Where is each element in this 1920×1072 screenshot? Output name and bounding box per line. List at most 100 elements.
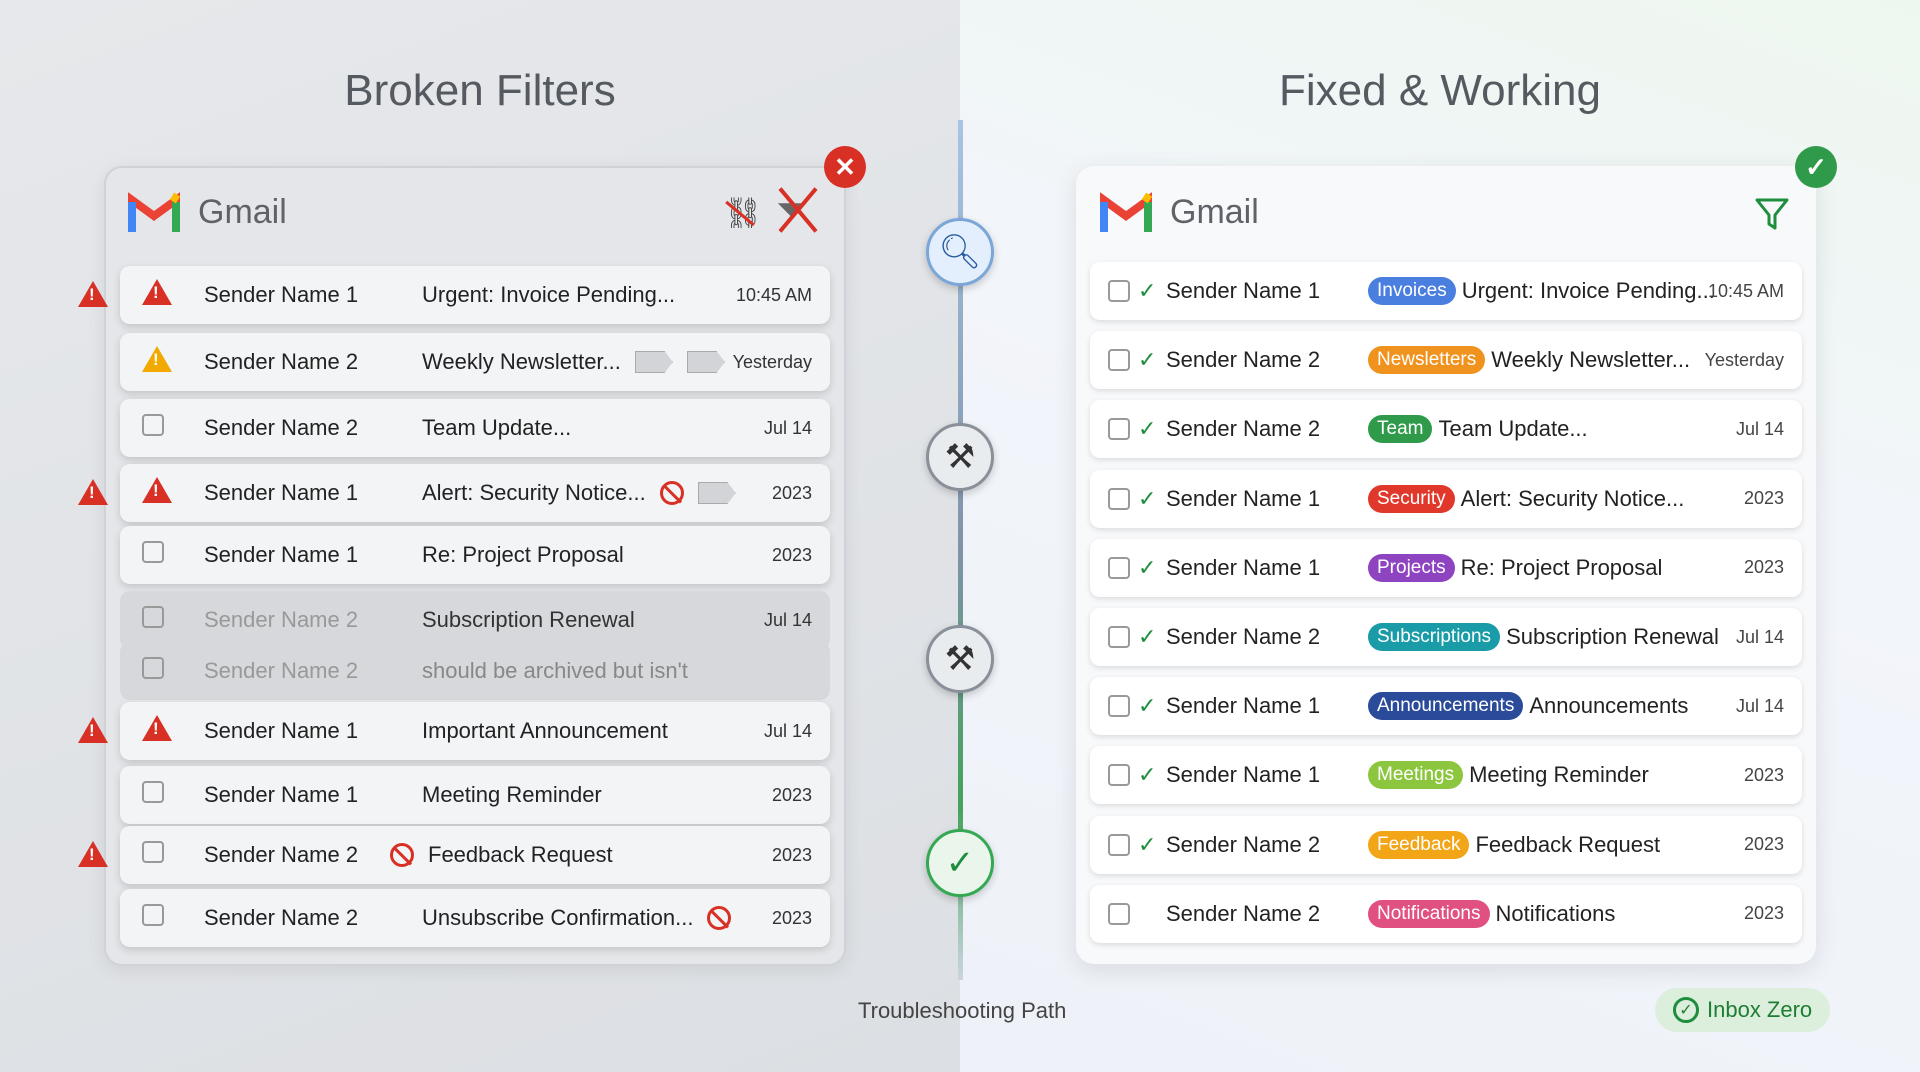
checkbox[interactable]: [1108, 487, 1130, 510]
email-row[interactable]: Sender Name 2 Subscription Renewal Jul 1…: [120, 591, 830, 649]
gmail-brand-right: Gmail: [1100, 192, 1259, 232]
label-chip[interactable]: Notifications: [1368, 899, 1490, 928]
email-row[interactable]: ✓ Sender Name 2 Newsletters Weekly Newsle…: [1090, 331, 1802, 390]
row-lead: [142, 715, 172, 747]
sender: Sender Name 2: [204, 905, 359, 930]
broken-title: Broken Filters: [344, 66, 616, 115]
label-chip[interactable]: Team: [1368, 415, 1433, 444]
sender: Sender Name 2: [204, 607, 359, 632]
search-step-icon[interactable]: 🔍︎: [926, 218, 994, 286]
checkbox[interactable]: [142, 414, 164, 436]
subject: Meeting Reminder: [1469, 762, 1649, 788]
subject: Unsubscribe Confirmation...: [422, 905, 694, 930]
email-row[interactable]: Sender Name 2 Weekly Newsletter... Yeste…: [120, 333, 830, 391]
brand-name: Gmail: [1170, 192, 1259, 231]
label-chip[interactable]: Announcements: [1368, 692, 1524, 721]
checkbox[interactable]: [1108, 833, 1130, 856]
email-row[interactable]: ✓ Sender Name 2 Feedback Feedback Request…: [1090, 815, 1802, 874]
checkbox[interactable]: [142, 657, 164, 679]
email-row[interactable]: ✓ Sender Name 2 Team Team Update... Jul 1…: [1090, 400, 1802, 459]
row-lead: [142, 904, 164, 932]
checkbox[interactable]: [1108, 280, 1130, 302]
checkbox[interactable]: [1108, 626, 1130, 648]
checkbox[interactable]: [1108, 556, 1130, 579]
email-row[interactable]: Sender Name 2 Unsubscribe Confirmation..…: [120, 889, 830, 947]
label-chip[interactable]: Projects: [1368, 553, 1455, 582]
date: 10:45 AM: [1707, 280, 1784, 301]
label-chip[interactable]: Meetings: [1368, 761, 1464, 790]
sender: Sender Name 2: [1166, 347, 1321, 373]
email-row[interactable]: Sender Name 1 Re: Project Proposal 2023: [120, 526, 830, 584]
email-row[interactable]: ✓ Sender Name 1 Announcements Announcemen…: [1090, 677, 1802, 736]
checkbox[interactable]: [1108, 418, 1130, 441]
date: Jul 14: [763, 609, 812, 630]
row-lead: [142, 657, 164, 685]
email-row[interactable]: ✓ Sender Name 2 Subscriptions Subscriptio…: [1090, 608, 1802, 666]
fixed-title: Fixed & Working: [1279, 66, 1601, 115]
checkbox[interactable]: [142, 781, 164, 803]
subject: Re: Project Proposal: [422, 542, 624, 567]
date: Jul 14: [763, 720, 812, 741]
checkbox[interactable]: [142, 541, 164, 563]
date: 2023: [1743, 764, 1784, 785]
email-row[interactable]: Sender Name 2 Team Update... Jul 14: [120, 399, 830, 457]
date: 2023: [1743, 557, 1784, 578]
sender: Sender Name 1: [1166, 762, 1321, 788]
sender: Sender Name 2: [1166, 624, 1321, 649]
path-label: Troubleshooting Path: [858, 998, 1067, 1023]
email-row[interactable]: Sender Name 2 Notifications Notifications…: [1090, 884, 1802, 943]
check-step-icon[interactable]: ✓: [926, 829, 994, 897]
email-row[interactable]: ✓ Sender Name 1 Meetings Meeting Reminder…: [1090, 746, 1802, 805]
side-warning-icon: [78, 281, 108, 307]
empty-label-icon: [697, 482, 736, 504]
label-chip[interactable]: Subscriptions: [1368, 623, 1501, 651]
subject: Feedback Request: [428, 842, 613, 867]
subject: Alert: Security Notice...: [422, 480, 646, 505]
checkbox[interactable]: [1108, 902, 1130, 925]
row-lead: [142, 279, 172, 311]
tools-step-icon[interactable]: ⚒: [926, 625, 994, 693]
broken-link-icon[interactable]: ⛓: [724, 196, 762, 231]
sender: Sender Name 2: [204, 349, 359, 374]
label-chip[interactable]: Invoices: [1368, 277, 1456, 305]
check-icon: ✓: [1138, 831, 1157, 857]
email-row[interactable]: ✓ Sender Name 1 Security Alert: Security …: [1090, 469, 1802, 528]
error-badge-icon: ✕: [824, 146, 866, 188]
date: 2023: [1743, 903, 1784, 924]
tools-step-icon[interactable]: ⚒: [926, 423, 994, 491]
date: Jul 14: [1735, 418, 1784, 439]
filter-disabled-icon[interactable]: ⏷: [776, 187, 818, 233]
email-row[interactable]: Sender Name 2 should be archived but isn…: [120, 642, 830, 700]
check-icon: ✓: [1138, 554, 1157, 580]
row-lead: [142, 541, 164, 569]
sender: Sender Name 1: [204, 718, 359, 743]
warning-icon: [142, 715, 172, 741]
email-row[interactable]: Sender Name 1 Important Announcement Jul…: [120, 702, 830, 760]
sender: Sender Name 2: [1166, 900, 1321, 926]
check-icon: ✓: [1138, 485, 1157, 511]
sender: Sender Name 1: [204, 782, 359, 807]
check-icon: ✓: [1138, 347, 1157, 373]
email-row[interactable]: ✓ Sender Name 1 Invoices Urgent: Invoice …: [1090, 262, 1802, 320]
checkbox[interactable]: [1108, 349, 1130, 372]
sender: Sender Name 2: [1166, 831, 1321, 857]
email-row[interactable]: Sender Name 1 Urgent: Invoice Pending...…: [120, 266, 830, 324]
checkbox[interactable]: [142, 904, 164, 926]
checkbox[interactable]: [1108, 695, 1130, 718]
email-row[interactable]: Sender Name 2 Feedback Request 2023: [120, 826, 830, 884]
email-row[interactable]: Sender Name 1 Alert: Security Notice... …: [120, 464, 830, 522]
side-warning-icon: [78, 717, 108, 743]
label-chip[interactable]: Security: [1368, 484, 1455, 513]
checkbox[interactable]: [142, 606, 164, 628]
checkbox[interactable]: [142, 841, 164, 863]
sender: Sender Name 1: [1166, 485, 1321, 511]
filter-icon[interactable]: [1754, 196, 1790, 232]
subject: Subscription Renewal: [1506, 624, 1719, 649]
sender: Sender Name 1: [204, 282, 359, 307]
email-row[interactable]: ✓ Sender Name 1 Projects Re: Project Prop…: [1090, 538, 1802, 597]
check-icon: ✓: [1138, 278, 1157, 303]
label-chip[interactable]: Feedback: [1368, 830, 1470, 859]
label-chip[interactable]: Newsletters: [1368, 346, 1486, 375]
checkbox[interactable]: [1108, 764, 1130, 787]
email-row[interactable]: Sender Name 1 Meeting Reminder 2023: [120, 766, 830, 824]
